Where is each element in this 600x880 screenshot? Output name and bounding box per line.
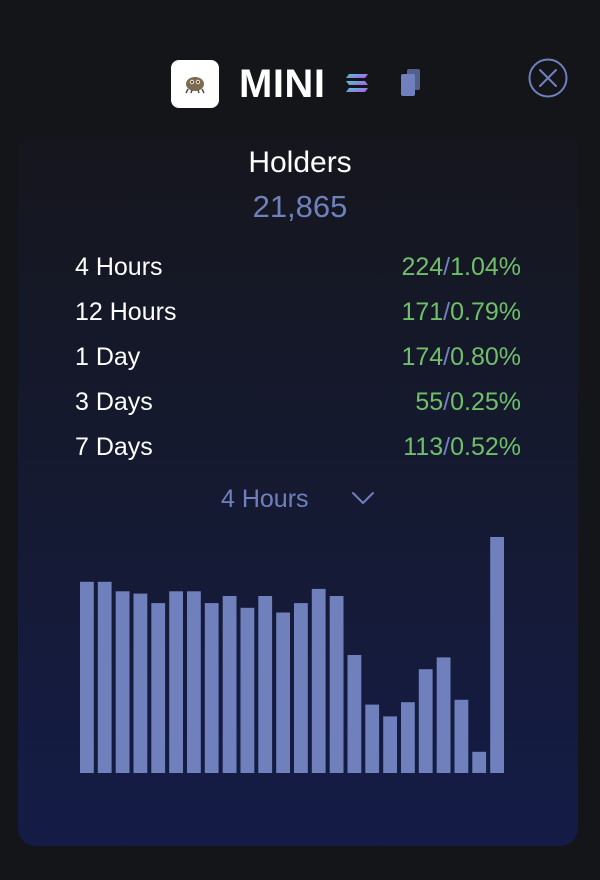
chart-bar-6 — [169, 591, 183, 773]
stat-row-1-day: 1 Day 174/0.80% — [75, 338, 521, 383]
chevron-down-icon — [352, 492, 374, 504]
chart-bar-20 — [418, 669, 433, 773]
stat-count: 113 — [403, 433, 444, 461]
token-header: MINI — [0, 55, 600, 111]
token-logo — [171, 60, 219, 108]
chart-bar-18 — [383, 716, 397, 773]
chart-bar-3 — [115, 591, 130, 773]
stat-percent: 0.80% — [450, 343, 521, 371]
close-button[interactable] — [528, 58, 568, 98]
chart-bar-21 — [436, 657, 451, 773]
stat-value: 113/0.52% — [403, 428, 521, 466]
chart-bar-9 — [222, 596, 237, 773]
chart-bar-14 — [311, 588, 326, 773]
stat-value: 224/1.04% — [401, 248, 521, 286]
chart-bar-23 — [472, 751, 487, 773]
solana-icon — [346, 74, 368, 92]
stat-value: 55/0.25% — [415, 383, 521, 421]
token-name: MINI — [239, 62, 326, 106]
stat-row-3-days: 3 Days 55/0.25% — [75, 383, 521, 428]
period-dropdown-value: 4 Hours — [221, 485, 309, 513]
stat-separator: / — [443, 253, 451, 281]
stat-count: 224 — [401, 253, 444, 281]
stat-row-7-days: 7 Days 113/0.52% — [75, 428, 521, 473]
stat-percent: 0.25% — [450, 388, 521, 416]
stat-period-label: 1 Day — [75, 343, 141, 371]
stat-value: 171/0.79% — [401, 293, 521, 331]
holders-count: 21,865 — [252, 189, 348, 224]
stat-period-label: 12 Hours — [75, 298, 177, 326]
copy-icon[interactable] — [399, 68, 423, 98]
stat-separator: / — [443, 388, 451, 416]
chart-bar-5 — [151, 603, 166, 773]
chart-bar-17 — [365, 704, 380, 773]
chart-bar-4 — [133, 593, 148, 773]
chart-bar-22 — [454, 699, 469, 773]
stat-percent: 0.79% — [450, 298, 521, 326]
stat-separator: / — [443, 343, 451, 371]
chart-bar-2 — [97, 581, 112, 773]
stat-percent: 1.04% — [450, 253, 521, 281]
holders-title: Holders — [248, 146, 352, 179]
chart-bar-7 — [187, 591, 201, 773]
holder-change-stats: 4 Hours 224/1.04% 12 Hours 171/0.79% 1 D… — [75, 248, 521, 473]
chart-bar-1 — [80, 581, 94, 773]
stat-count: 171 — [401, 298, 444, 326]
stat-separator: / — [443, 298, 451, 326]
chart-bar-12 — [276, 612, 290, 773]
period-dropdown[interactable]: 4 Hours — [221, 480, 374, 518]
chart-bar-16 — [347, 655, 362, 773]
chart-bar-15 — [329, 596, 344, 773]
chart-bar-8 — [204, 603, 219, 773]
stat-period-label: 4 Hours — [75, 253, 163, 281]
chart-bar-13 — [294, 603, 308, 773]
stat-row-4-hours: 4 Hours 224/1.04% — [75, 248, 521, 293]
stat-period-label: 7 Days — [75, 433, 153, 461]
stat-count: 55 — [415, 388, 444, 416]
close-circle-icon — [528, 58, 568, 98]
stat-percent: 0.52% — [450, 433, 521, 461]
chart-bar-10 — [240, 607, 255, 773]
chart-bar-24 — [490, 537, 504, 773]
chart-bar-19 — [401, 702, 415, 773]
chart-bar-11 — [258, 596, 273, 773]
stat-period-label: 3 Days — [75, 388, 153, 416]
mini-token-logo-icon — [185, 77, 205, 94]
stat-separator: / — [443, 433, 451, 461]
stat-row-12-hours: 12 Hours 171/0.79% — [75, 293, 521, 338]
stat-count: 174 — [401, 343, 444, 371]
stat-value: 174/0.80% — [401, 338, 521, 376]
